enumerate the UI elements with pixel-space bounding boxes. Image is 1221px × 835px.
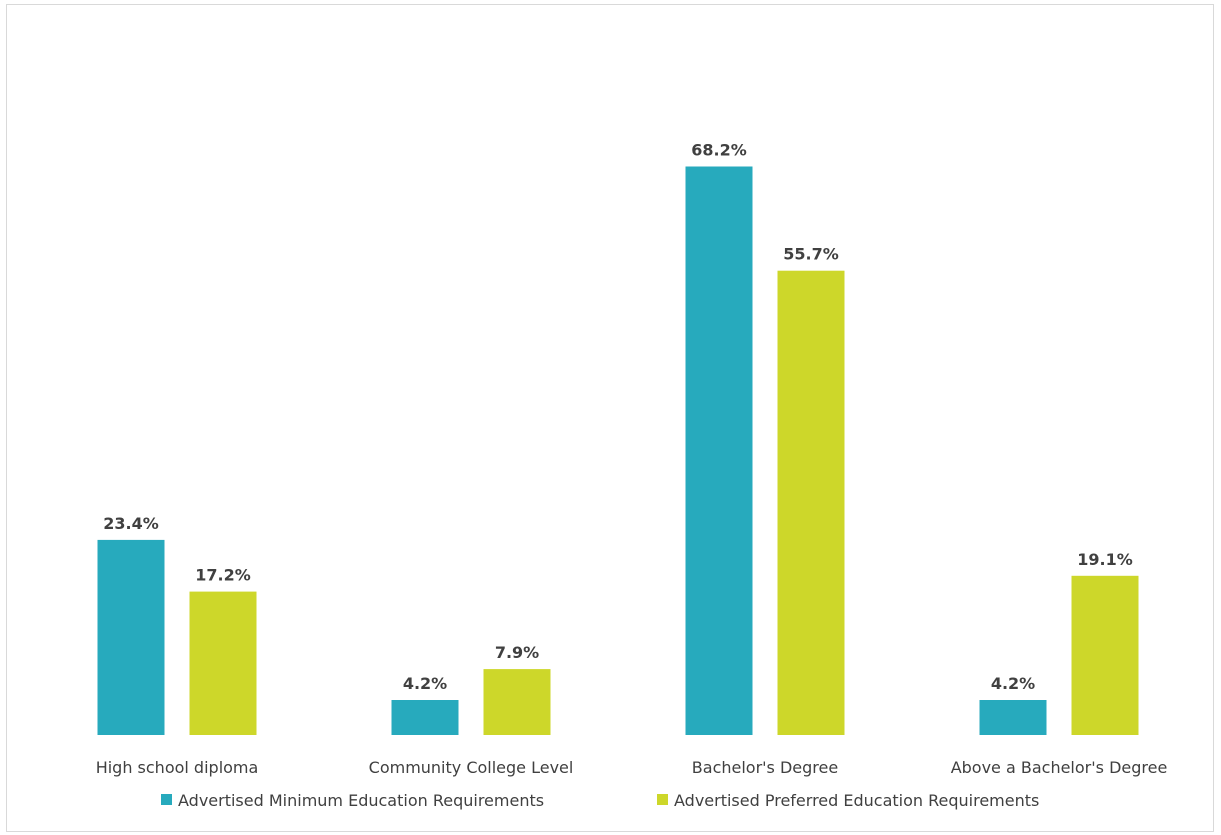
category-label-2: Community College Level	[369, 758, 574, 777]
bar-series1-1	[97, 539, 165, 735]
bar-series1-4	[979, 700, 1047, 735]
data-labels-layer: 23.4% 4.2% 68.2% 4.2% 17.2% 7.9% 55.7% 19.1%	[103, 141, 1133, 694]
data-label-series2-2: 7.9%	[495, 643, 539, 662]
data-label-series1-2: 4.2%	[403, 674, 447, 693]
bars-layer	[97, 166, 1139, 735]
legend-label-2: Advertised Preferred Education Requireme…	[674, 791, 1039, 810]
category-label-4: Above a Bachelor's Degree	[951, 758, 1168, 777]
bar-series2-2	[483, 669, 551, 735]
category-label-3: Bachelor's Degree	[692, 758, 838, 777]
bar-series1-3	[685, 166, 753, 735]
data-label-series1-3: 68.2%	[691, 141, 747, 160]
data-label-series2-4: 19.1%	[1077, 550, 1133, 569]
legend-swatch-1	[161, 794, 172, 805]
legend-item-2: Advertised Preferred Education Requireme…	[657, 791, 1039, 810]
legend-item-1: Advertised Minimum Education Requirement…	[161, 791, 544, 810]
bar-series2-3	[777, 270, 845, 735]
category-axis-labels: High school diploma Community College Lev…	[96, 758, 1168, 777]
legend: Advertised Minimum Education Requirement…	[161, 791, 1039, 810]
data-label-series2-1: 17.2%	[195, 566, 251, 585]
data-label-series1-1: 23.4%	[103, 514, 159, 533]
bar-series1-2	[391, 700, 459, 735]
legend-swatch-2	[657, 794, 668, 805]
bar-series2-4	[1071, 575, 1139, 735]
bar-series2-1	[189, 591, 257, 735]
data-label-series2-3: 55.7%	[783, 245, 839, 264]
legend-label-1: Advertised Minimum Education Requirement…	[178, 791, 544, 810]
data-label-series1-4: 4.2%	[991, 674, 1035, 693]
category-label-1: High school diploma	[96, 758, 259, 777]
